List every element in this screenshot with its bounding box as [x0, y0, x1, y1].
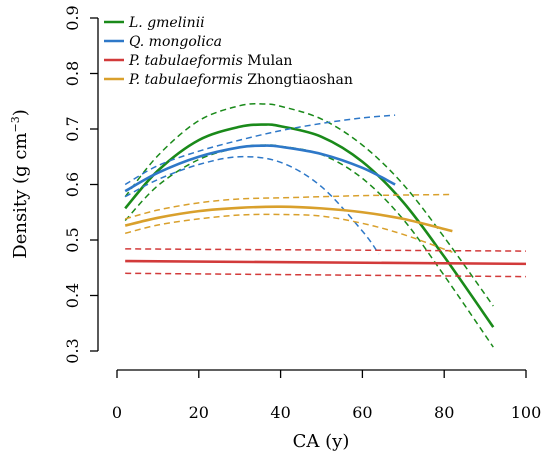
x-tick-label: 100: [511, 403, 542, 422]
series-4-ci-lower-line: [124, 213, 453, 253]
legend: L. gmelinii Q. mongolica P. tabulaeformis …: [104, 15, 353, 88]
y-axis-title-close: ): [10, 109, 31, 116]
axes: [97, 18, 526, 371]
x-tick-label: 40: [270, 403, 290, 422]
x-ticks: 0 20 40 60 80 100: [112, 370, 541, 422]
series-1-ci-upper-line: [124, 103, 494, 307]
legend-label: P. tabulaeformis Zhongtiaoshan: [128, 72, 353, 88]
series-3-fit-line: [125, 259, 527, 266]
legend-label: L. gmelinii: [128, 15, 205, 31]
y-ticks: 0.3 0.4 0.5 0.6 0.7 0.8 0.9: [63, 5, 98, 364]
y-tick-label: 0.8: [63, 61, 82, 86]
y-axis-title-main: Density (g cm: [10, 133, 31, 259]
y-axis-title: Density (g cm−3): [9, 109, 31, 258]
series-4-ci-upper-line: [124, 193, 453, 220]
y-tick-label: 0.3: [63, 338, 82, 363]
y-tick-label: 0.6: [63, 172, 82, 197]
y-tick-label: 0.7: [63, 116, 82, 141]
x-tick-label: 0: [112, 403, 122, 422]
legend-label: P. tabulaeformis Mulan: [128, 53, 292, 69]
series-2-fit-line: [124, 144, 396, 193]
x-axis-title: CA (y): [293, 431, 350, 452]
series-2-ci-upper-line: [124, 114, 396, 186]
x-tick-label: 80: [434, 403, 454, 422]
y-tick-label: 0.5: [63, 227, 82, 252]
series-curves: [124, 103, 527, 348]
series-3-ci-upper-line: [125, 248, 527, 252]
legend-label: Q. mongolica: [129, 34, 222, 50]
y-tick-label: 0.4: [63, 283, 82, 308]
series-3-ci-lower-line: [125, 272, 527, 278]
y-tick-label: 0.9: [63, 5, 82, 30]
series-4-fit-line: [124, 205, 453, 233]
series-2-ci-lower-line: [124, 155, 380, 255]
x-tick-label: 20: [189, 403, 209, 422]
x-tick-label: 60: [352, 403, 372, 422]
y-axis-title-sup: −3: [9, 116, 22, 132]
series-1-fit-line: [124, 123, 495, 328]
